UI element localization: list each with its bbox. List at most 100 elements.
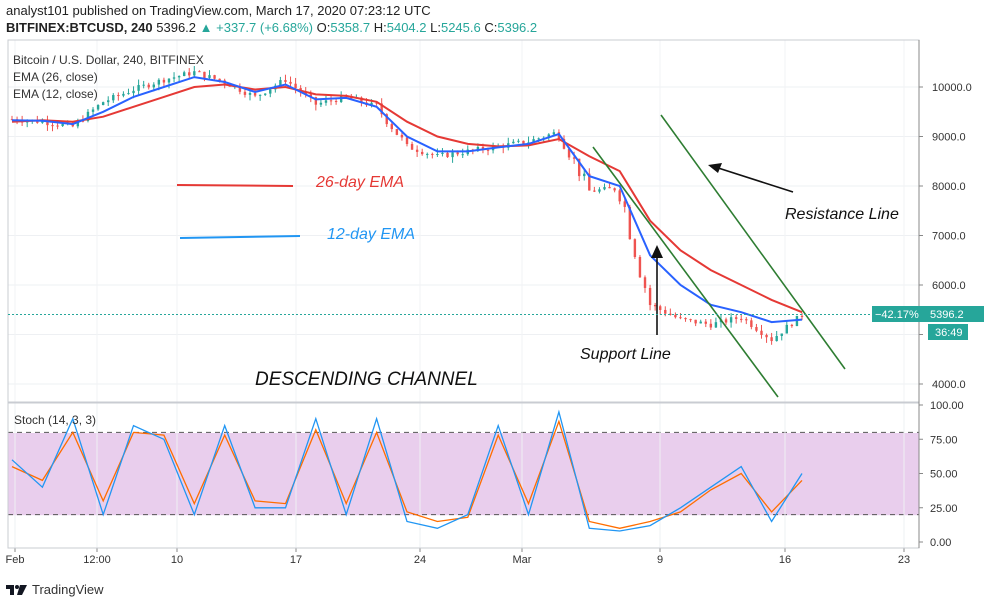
candle-body xyxy=(96,105,100,110)
stoch-grid xyxy=(8,403,919,548)
candle-body xyxy=(426,153,429,155)
candle-body xyxy=(112,95,115,101)
candle-body xyxy=(289,81,292,84)
ohlc-low: 5245.6 xyxy=(440,20,481,35)
chart-title: Bitcoin / U.S. Dollar, 240, BITFINEX xyxy=(13,53,204,67)
candle-body xyxy=(127,93,130,95)
price-tick-label: 8000.0 xyxy=(932,181,966,193)
candle-body xyxy=(410,144,414,150)
candle-body xyxy=(603,187,606,190)
candle-body xyxy=(218,78,221,81)
candle-body xyxy=(760,330,763,335)
candle-body xyxy=(46,121,49,126)
candle-body xyxy=(512,141,515,144)
candle-body xyxy=(476,146,480,151)
candle-body xyxy=(167,78,171,83)
candle-body xyxy=(522,140,525,144)
candle-body xyxy=(258,94,262,96)
candle-body xyxy=(618,190,621,202)
countdown-tag xyxy=(928,324,968,340)
candle-body xyxy=(755,327,758,331)
ema12-sample-line xyxy=(179,235,301,239)
candle-body xyxy=(248,93,252,95)
candle-body xyxy=(375,102,378,104)
publish-info: analyst101 published on TradingView.com,… xyxy=(6,3,431,18)
support-label: Support Line xyxy=(580,346,671,363)
price-tag xyxy=(920,306,984,322)
candle-body xyxy=(198,71,201,73)
time-tick-label: 12:00 xyxy=(83,554,111,566)
candle-body xyxy=(532,139,535,143)
axes: 4000.05000.06000.07000.08000.09000.01000… xyxy=(6,39,972,566)
pct-tag xyxy=(872,306,920,322)
candle-body xyxy=(370,102,373,106)
price-tick-label: 9000.0 xyxy=(932,132,966,144)
candle-body xyxy=(613,188,616,191)
candle-body xyxy=(284,80,287,82)
candle-body xyxy=(775,335,778,342)
time-tick-label: 17 xyxy=(290,554,302,566)
candle-body xyxy=(314,97,318,105)
candle-body xyxy=(329,100,333,102)
time-tick-label: Mar xyxy=(513,554,532,566)
ohlc-high-label: H: xyxy=(373,20,387,35)
candle-body xyxy=(638,256,642,278)
candle-body xyxy=(583,173,586,177)
candle-body xyxy=(567,148,571,158)
candle-body xyxy=(56,125,59,127)
candle-body xyxy=(598,189,601,192)
candle-body xyxy=(745,319,748,321)
candle-body xyxy=(729,317,733,323)
candle-body xyxy=(213,75,216,79)
ema26-annotation: 26-day EMA xyxy=(315,174,404,191)
candle-body xyxy=(193,71,196,76)
candle-body xyxy=(633,239,637,257)
candle-body xyxy=(294,83,297,89)
candle-body xyxy=(734,317,738,319)
pct-tag-text: −42.17% xyxy=(875,309,919,321)
candle-body xyxy=(420,151,424,155)
time-tick-label: 24 xyxy=(414,554,426,566)
ohlc-open-label: O: xyxy=(316,20,331,35)
candle-body xyxy=(142,84,145,86)
price-tag-text: 5396.2 xyxy=(930,309,964,321)
time-tick-label: 16 xyxy=(779,554,791,566)
candle-body xyxy=(623,201,626,207)
candle-body xyxy=(694,319,697,324)
candle-body xyxy=(628,206,632,240)
candle-body xyxy=(431,153,434,155)
ema12-line xyxy=(11,76,803,324)
candle-body xyxy=(264,93,267,95)
last-price: 5396.2 xyxy=(156,20,197,35)
candle-body xyxy=(238,86,242,92)
ema26-sample-line xyxy=(176,184,294,187)
stoch-tick-label: 100.00 xyxy=(930,400,964,412)
channel-label: DESCENDING CHANNEL xyxy=(255,369,478,390)
candle-body xyxy=(208,75,211,78)
ohlc-high: 5404.2 xyxy=(386,20,427,35)
candle-body xyxy=(41,121,44,123)
legend-stoch: Stoch (14, 3, 3) xyxy=(14,413,96,427)
tradingview-logo-icon xyxy=(6,584,27,595)
price-tick-label: 10000.0 xyxy=(932,82,972,94)
ema26-line xyxy=(11,83,803,314)
candle-body xyxy=(653,305,657,307)
candle-body xyxy=(360,97,363,103)
candle-body xyxy=(400,134,404,138)
stoch-tick-label: 75.00 xyxy=(930,434,958,446)
candle-body xyxy=(157,79,161,85)
candle-body xyxy=(659,306,662,310)
candle-body xyxy=(486,149,490,151)
candle-body xyxy=(137,85,140,91)
candle-body xyxy=(182,72,186,77)
ohlc-open: 5358.7 xyxy=(330,20,371,35)
candle-body xyxy=(122,93,125,96)
price-tick-label: 7000.0 xyxy=(932,231,966,243)
candle-body xyxy=(415,149,419,152)
candle-body xyxy=(780,333,783,336)
candle-body xyxy=(562,138,566,149)
candle-body xyxy=(643,277,647,288)
candle-body xyxy=(689,319,692,321)
candle-body xyxy=(385,114,388,125)
